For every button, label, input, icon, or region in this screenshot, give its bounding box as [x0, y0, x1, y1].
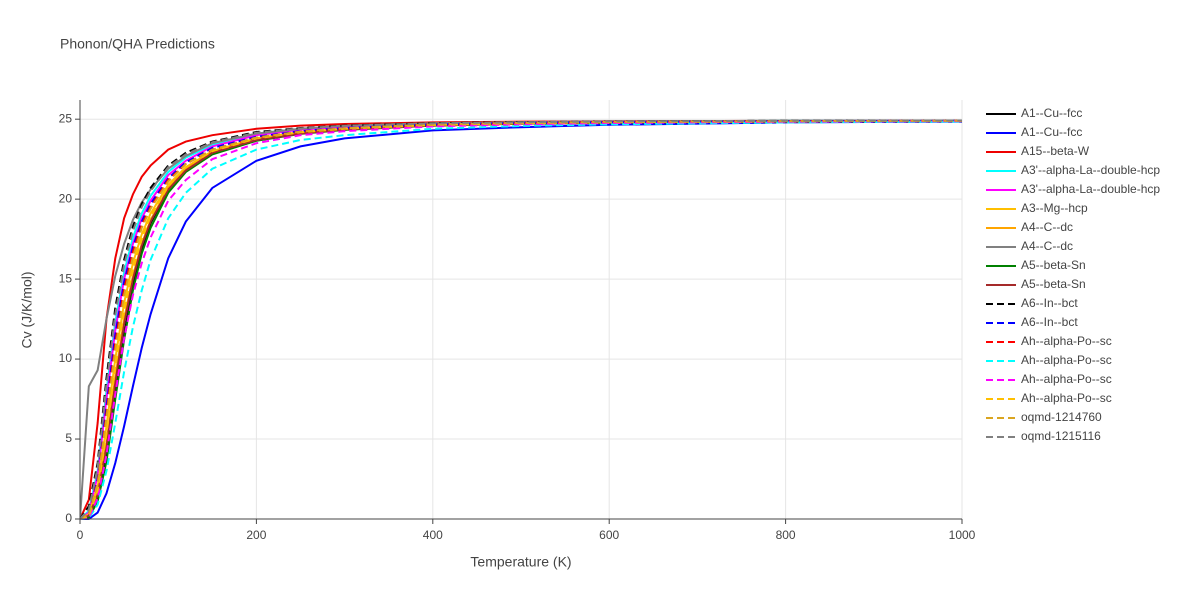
y-tick-label: 20 — [59, 191, 73, 205]
axes: 0 5 10 15 20 25 0 200 400 600 800 1000 — [59, 100, 976, 542]
series-line — [80, 120, 962, 520]
plot-area — [80, 119, 962, 520]
x-tick-label: 200 — [246, 528, 266, 542]
grid — [79, 100, 963, 520]
series-line — [80, 119, 962, 520]
series-line — [80, 119, 962, 520]
x-tick-label: 400 — [423, 528, 443, 542]
x-tick-label: 0 — [77, 528, 84, 542]
y-tick-label: 15 — [59, 271, 73, 285]
legend-label: A3--Mg--hcp — [1021, 201, 1088, 215]
series-line — [80, 119, 962, 520]
series-line — [80, 119, 962, 520]
series-line — [80, 119, 962, 520]
series-line — [80, 120, 962, 520]
x-tick-label: 1000 — [949, 528, 976, 542]
series-line — [80, 120, 962, 520]
series-line — [80, 119, 962, 520]
y-tick-label: 5 — [65, 431, 72, 445]
legend-label: A1--Cu--fcc — [1021, 125, 1082, 139]
chart-title: Phonon/QHA Predictions — [60, 36, 215, 52]
series-line — [80, 119, 962, 520]
y-tick-label: 0 — [65, 511, 72, 525]
series-line — [80, 119, 962, 520]
legend-label: Ah--alpha-Po--sc — [1021, 372, 1112, 386]
legend-label: oqmd-1215116 — [1021, 429, 1101, 443]
series-line — [80, 119, 962, 520]
series-line — [80, 119, 962, 520]
y-tick-label: 25 — [59, 111, 73, 125]
legend-label: oqmd-1214760 — [1021, 410, 1102, 424]
legend-label: A1--Cu--fcc — [1021, 106, 1082, 120]
legend-label: A4--C--dc — [1021, 239, 1073, 253]
legend-label: Ah--alpha-Po--sc — [1021, 391, 1112, 405]
x-tick-label: 600 — [599, 528, 619, 542]
legend-label: Ah--alpha-Po--sc — [1021, 353, 1112, 367]
series-line — [80, 120, 962, 520]
y-axis-label: Cv (J/K/mol) — [19, 272, 35, 349]
series-line — [80, 119, 962, 520]
legend-label: A6--In--bct — [1021, 315, 1078, 329]
legend-label: Ah--alpha-Po--sc — [1021, 334, 1112, 348]
x-axis-label: Temperature (K) — [470, 554, 571, 570]
legend-label: A15--beta-W — [1021, 144, 1090, 158]
legend-label: A3'--alpha-La--double-hcp — [1021, 182, 1160, 196]
legend: A1--Cu--fcc A1--Cu--fcc A15--beta-W A3'--al… — [986, 106, 1160, 443]
legend-label: A5--beta-Sn — [1021, 277, 1086, 291]
series-line — [80, 119, 962, 520]
y-tick-label: 10 — [59, 351, 73, 365]
legend-label: A5--beta-Sn — [1021, 258, 1086, 272]
x-tick-label: 800 — [776, 528, 796, 542]
legend-label: A6--In--bct — [1021, 296, 1078, 310]
legend-label: A4--C--dc — [1021, 220, 1073, 234]
legend-label: A3'--alpha-La--double-hcp — [1021, 163, 1160, 177]
series-line — [80, 119, 962, 520]
series-line — [80, 120, 962, 520]
